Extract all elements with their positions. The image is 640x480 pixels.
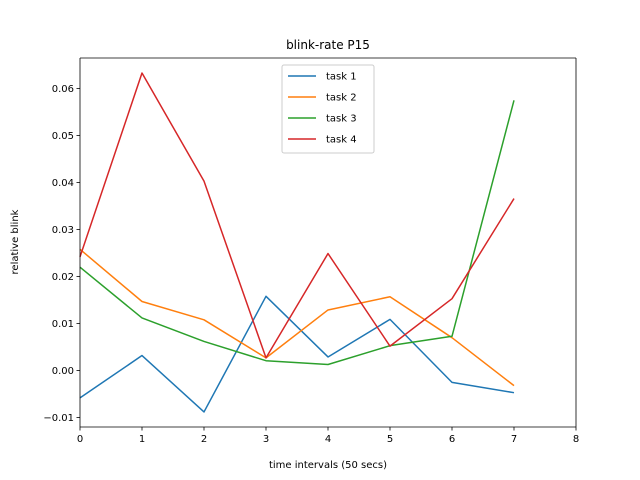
y-tick-label: 0.06	[52, 84, 74, 95]
x-axis-title: time intervals (50 secs)	[269, 460, 387, 471]
y-axis-ticks: −0.01 0.00 0.01 0.02 0.03 0.04 0.05 0.06	[43, 84, 80, 424]
y-tick-label: 0.01	[52, 319, 74, 330]
x-tick-label: 1	[139, 434, 145, 445]
legend-label: task 4	[326, 135, 357, 146]
y-tick-label: 0.00	[52, 366, 74, 377]
x-tick-label: 6	[449, 434, 455, 445]
series-layer	[79, 72, 515, 413]
series-line-4	[79, 72, 515, 359]
x-tick-label: 2	[201, 434, 207, 445]
y-tick-label: 0.05	[52, 131, 74, 142]
x-tick-label: 0	[77, 434, 83, 445]
series-line-2	[79, 248, 515, 387]
y-tick-label: −0.01	[43, 413, 74, 424]
y-axis-title: relative blink	[10, 209, 21, 274]
x-tick-label: 3	[263, 434, 269, 445]
chart-title: blink-rate P15	[286, 38, 370, 52]
y-tick-label: 0.03	[52, 225, 74, 236]
y-tick-label: 0.04	[52, 178, 74, 189]
series-line-1	[79, 295, 515, 413]
x-tick-label: 8	[573, 434, 579, 445]
x-tick-label: 7	[511, 434, 517, 445]
x-axis-ticks: 0 1 2 3 4 5 6 7 8	[77, 427, 579, 445]
series-line-3	[79, 100, 515, 366]
legend-box	[281, 64, 375, 154]
legend-label: task 2	[326, 93, 357, 104]
legend: task 1 task 2 task 3 task 4	[281, 64, 375, 154]
y-tick-label: 0.02	[52, 272, 74, 283]
x-tick-label: 4	[325, 434, 331, 445]
legend-label: task 1	[326, 72, 357, 83]
x-tick-label: 5	[387, 434, 393, 445]
legend-label: task 3	[326, 114, 357, 125]
